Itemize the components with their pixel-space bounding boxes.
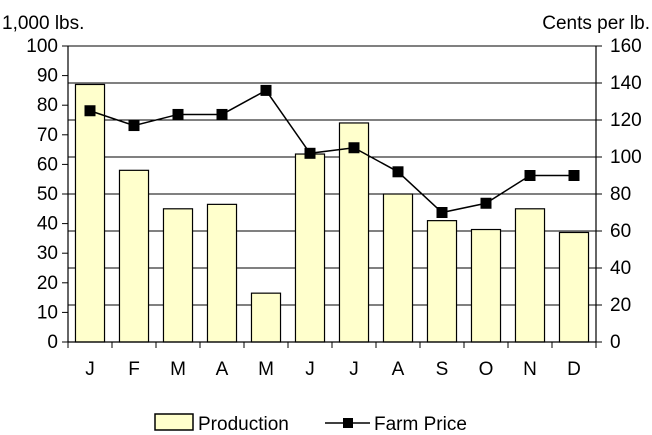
production-bar — [294, 153, 326, 343]
farm-price-marker — [348, 142, 360, 154]
left-tick-label: 0 — [47, 332, 58, 353]
left-tick-label: 20 — [37, 273, 58, 294]
left-tick-label: 100 — [26, 36, 58, 57]
legend-production-swatch — [154, 413, 194, 431]
left-tick-label: 90 — [37, 66, 58, 87]
left-tick-label: 60 — [37, 154, 58, 175]
right-tick-label: 120 — [610, 110, 642, 131]
production-bar — [382, 193, 414, 343]
farm-price-marker — [128, 120, 140, 132]
axes — [62, 45, 602, 348]
production-bar — [74, 83, 106, 343]
farm-price-marker — [260, 84, 272, 96]
farm-price-marker — [480, 197, 492, 209]
farm-price-marker — [304, 147, 316, 159]
legend-farm-price-marker — [343, 418, 353, 428]
right-tick-label: 140 — [610, 73, 642, 94]
tick-labels: 0 10 20 30 40 50 60 70 80 90 100 0 20 40 60 80 100 120 140… — [26, 36, 641, 380]
legend-farm-price-label: Farm Price — [374, 414, 467, 435]
right-tick-label: 100 — [610, 147, 642, 168]
right-axis-title: Cents per lb. — [542, 13, 650, 34]
x-tick-label: F — [128, 359, 140, 380]
production-bar — [558, 231, 590, 343]
left-tick-label: 50 — [37, 184, 58, 205]
x-tick-label: O — [479, 359, 494, 380]
x-tick-label: M — [258, 359, 274, 380]
production-bar — [162, 208, 194, 343]
x-tick-label: A — [392, 359, 405, 380]
right-tick-label: 40 — [610, 258, 631, 279]
right-tick-label: 160 — [610, 36, 642, 57]
production-bar — [206, 203, 238, 343]
farm-price-polyline — [89, 89, 574, 214]
x-tick-label: A — [216, 359, 229, 380]
left-tick-label: 30 — [37, 243, 58, 264]
right-tick-label: 20 — [610, 295, 631, 316]
x-tick-label: D — [567, 359, 581, 380]
right-tick-label: 60 — [610, 221, 631, 242]
farm-price-line — [84, 84, 580, 218]
legend-production-label: Production — [198, 414, 289, 435]
right-tick-label: 80 — [610, 184, 631, 205]
left-axis-title: 1,000 lbs. — [2, 13, 84, 34]
x-tick-label: M — [170, 359, 186, 380]
farm-price-marker — [436, 207, 448, 218]
x-tick-label: J — [349, 359, 359, 380]
farm-price-marker — [524, 170, 536, 181]
production-bar — [250, 292, 282, 343]
production-bar — [338, 122, 370, 343]
right-tick-label: 0 — [610, 332, 621, 353]
farm-price-marker — [568, 170, 580, 181]
production-bar — [426, 220, 458, 343]
farm-price-marker — [392, 166, 404, 178]
x-tick-label: S — [436, 359, 449, 380]
production-bar — [514, 208, 546, 343]
x-tick-label: N — [523, 359, 537, 380]
farm-price-marker — [172, 108, 184, 120]
x-tick-label: J — [85, 359, 95, 380]
left-tick-label: 10 — [37, 302, 58, 323]
left-tick-label: 40 — [37, 214, 58, 235]
production-bar — [470, 228, 502, 343]
production-bars — [74, 83, 590, 343]
left-tick-label: 70 — [37, 125, 58, 146]
farm-price-marker — [84, 105, 96, 117]
farm-price-marker — [216, 108, 228, 120]
legend: Production Farm Price — [154, 413, 467, 435]
production-bar — [118, 169, 150, 343]
left-tick-label: 80 — [37, 95, 58, 116]
x-tick-label: J — [305, 359, 315, 380]
